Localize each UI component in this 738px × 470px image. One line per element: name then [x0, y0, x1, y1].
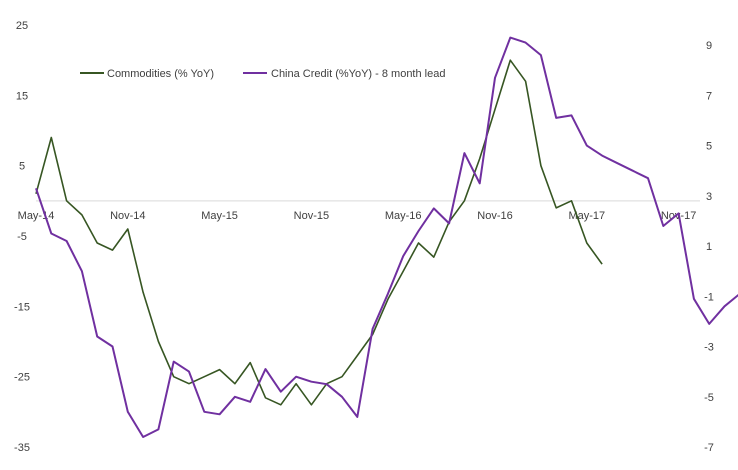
x-tick-label: Nov-16 — [477, 210, 512, 222]
y-left-tick-label: 5 — [19, 161, 25, 173]
y-left-tick-label: -5 — [17, 231, 27, 243]
y-left-tick-label: 15 — [16, 90, 28, 102]
y-right-tick-label: 1 — [706, 241, 712, 253]
y-right-tick-label: 7 — [706, 90, 712, 102]
series-line-commodities — [35, 59, 603, 406]
y-left-tick-label: 25 — [16, 20, 28, 32]
y-left-tick-label: -25 — [14, 372, 30, 384]
series-lines — [35, 36, 738, 438]
y-left-tick-label: -35 — [14, 442, 30, 454]
y-right-tick-label: 9 — [706, 40, 712, 52]
y-right-tick-label: -3 — [704, 342, 714, 354]
legend: Commodities (% YoY) China Credit (%YoY) … — [80, 68, 445, 80]
y-left-tick-labels: 25 15 5 -5 -15 -25 -35 — [14, 20, 30, 454]
legend-label-china-credit: China Credit (%YoY) - 8 month lead — [271, 68, 445, 80]
y-right-tick-label: -5 — [704, 392, 714, 404]
legend-label-commodities: Commodities (% YoY) — [107, 68, 214, 80]
x-tick-label: Nov-14 — [110, 210, 145, 222]
y-right-tick-label: -7 — [704, 442, 714, 454]
y-right-tick-label: -1 — [704, 291, 714, 303]
y-right-tick-labels: 9 7 5 3 1 -1 -3 -5 -7 — [704, 40, 714, 454]
series-line-china-credit — [35, 36, 738, 438]
y-right-tick-label: 3 — [706, 191, 712, 203]
x-tick-label: May-14 — [18, 210, 55, 222]
x-tick-label: May-17 — [568, 210, 605, 222]
x-tick-labels: May-14 Nov-14 May-15 Nov-15 May-16 Nov-16 May-… — [18, 210, 697, 222]
x-tick-label: May-15 — [201, 210, 238, 222]
x-tick-label: Nov-15 — [294, 210, 329, 222]
y-right-tick-label: 5 — [706, 141, 712, 153]
x-tick-label: May-16 — [385, 210, 422, 222]
y-left-tick-label: -15 — [14, 301, 30, 313]
